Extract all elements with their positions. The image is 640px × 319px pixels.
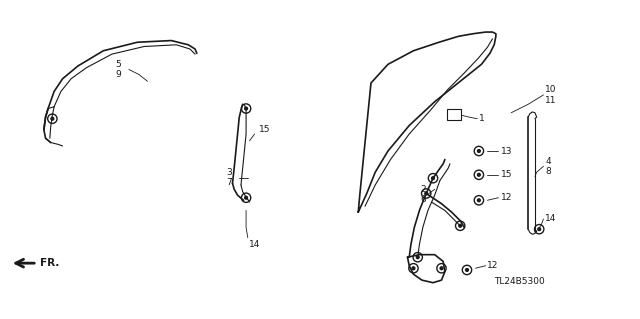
Text: 2: 2 xyxy=(420,185,426,194)
Circle shape xyxy=(425,192,428,195)
Text: 4: 4 xyxy=(545,157,551,166)
Text: TL24B5300: TL24B5300 xyxy=(494,277,545,286)
Circle shape xyxy=(416,256,419,259)
Circle shape xyxy=(244,196,248,199)
Circle shape xyxy=(431,177,435,180)
Circle shape xyxy=(538,228,541,231)
Circle shape xyxy=(459,224,461,227)
Text: 13: 13 xyxy=(501,146,513,155)
Text: 3: 3 xyxy=(226,168,232,177)
Text: 14: 14 xyxy=(249,240,260,249)
Text: 15: 15 xyxy=(259,125,271,134)
Circle shape xyxy=(477,174,480,176)
Text: 10: 10 xyxy=(545,85,557,94)
Text: 8: 8 xyxy=(545,167,551,176)
Text: FR.: FR. xyxy=(40,258,59,268)
Text: 6: 6 xyxy=(420,195,426,204)
FancyBboxPatch shape xyxy=(447,109,461,120)
Circle shape xyxy=(412,267,415,270)
Text: 12: 12 xyxy=(488,261,499,270)
Text: 12: 12 xyxy=(501,193,513,202)
Circle shape xyxy=(440,267,443,270)
Text: 14: 14 xyxy=(545,214,557,224)
Text: 5: 5 xyxy=(116,60,122,69)
Text: 9: 9 xyxy=(116,70,122,79)
Text: 1: 1 xyxy=(479,114,484,123)
Circle shape xyxy=(465,269,468,271)
Text: 7: 7 xyxy=(226,178,232,187)
Circle shape xyxy=(51,117,54,120)
Text: 11: 11 xyxy=(545,95,557,105)
Circle shape xyxy=(244,107,248,110)
Circle shape xyxy=(477,150,480,152)
Circle shape xyxy=(477,199,480,202)
Text: 15: 15 xyxy=(501,170,513,179)
